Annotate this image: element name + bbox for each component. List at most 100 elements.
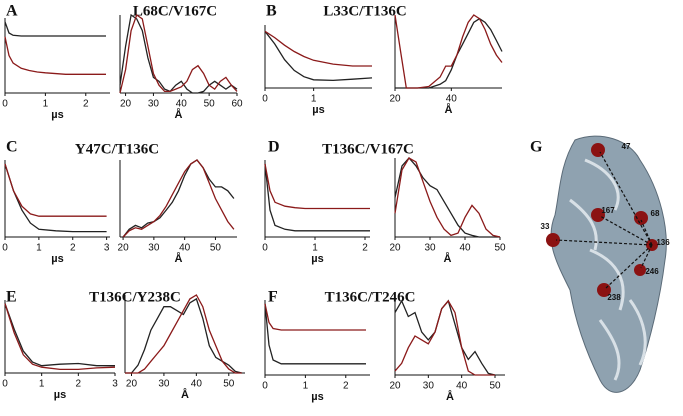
- x-tick-label: 40: [446, 94, 458, 105]
- trace: [4, 163, 107, 217]
- x-tick-label: 0: [2, 379, 8, 390]
- x-tick-label: 3: [104, 243, 110, 254]
- x-tick-label: 1: [303, 381, 309, 392]
- x-axis-label: µs: [312, 104, 324, 116]
- x-tick-label: 0: [262, 243, 268, 254]
- trace: [264, 163, 370, 232]
- x-tick-label: 20: [389, 381, 401, 392]
- x-tick-label: 1: [39, 379, 45, 390]
- x-axis-label: µs: [51, 253, 63, 265]
- panel-title: T136C/T246C: [325, 289, 416, 305]
- x-tick-label: 60: [231, 99, 243, 110]
- x-tick-label: 30: [424, 243, 436, 254]
- distance-arrows: [555, 151, 653, 289]
- residue-label: 33: [541, 222, 550, 231]
- x-tick-label: 0: [2, 243, 8, 254]
- x-tick-label: 40: [456, 381, 468, 392]
- panel-letter: D: [268, 139, 280, 156]
- x-tick-label: 20: [389, 243, 401, 254]
- residue-label: 238: [607, 293, 621, 302]
- x-tick-label: 40: [179, 243, 191, 254]
- residue-label: 167: [601, 206, 615, 215]
- x-tick-label: 2: [343, 381, 349, 392]
- panel-letter: A: [6, 3, 18, 20]
- x-axis-label: Å: [181, 388, 189, 401]
- trace: [394, 299, 495, 376]
- residue-label: 136: [656, 238, 670, 247]
- x-axis-label: Å: [445, 103, 453, 116]
- x-tick-label: 50: [204, 99, 216, 110]
- x-tick-label: 40: [176, 99, 188, 110]
- trace: [264, 30, 373, 82]
- residue-label: 47: [622, 142, 631, 151]
- panel-letter: C: [6, 139, 18, 156]
- x-tick-label: 0: [2, 99, 8, 110]
- x-tick-label: 30: [423, 381, 435, 392]
- x-axis-label: µs: [311, 391, 323, 403]
- protein-ribbon: [550, 135, 667, 393]
- trace: [119, 13, 238, 94]
- trace: [4, 303, 116, 371]
- x-tick-label: 1: [36, 243, 42, 254]
- x-axis-label: µs: [311, 253, 323, 265]
- panel-title: L68C/V167C: [133, 3, 217, 19]
- x-tick-label: 1: [312, 243, 318, 254]
- x-tick-label: 30: [148, 243, 160, 254]
- trace: [394, 157, 500, 238]
- trace: [394, 157, 501, 238]
- x-tick-label: 20: [120, 99, 132, 110]
- trace: [122, 159, 235, 238]
- trace: [4, 163, 107, 233]
- x-tick-label: 50: [489, 381, 501, 392]
- trace: [125, 294, 242, 374]
- x-tick-label: 0: [262, 94, 268, 105]
- x-axis-label: Å: [175, 108, 183, 121]
- x-axis-label: µs: [51, 109, 63, 121]
- trace: [4, 36, 106, 75]
- residue-label: 246: [645, 267, 659, 276]
- trace: [394, 299, 496, 376]
- panel-letter: F: [268, 289, 278, 306]
- x-tick-label: 1: [311, 94, 317, 105]
- trace: [4, 303, 115, 367]
- x-tick-label: 3: [112, 379, 118, 390]
- structure-panel: [546, 135, 667, 393]
- panel-title: Y47C/T136C: [75, 141, 159, 157]
- x-tick-label: 30: [148, 99, 160, 110]
- panel-title: T136C/Y238C: [89, 289, 181, 305]
- x-tick-label: 0: [262, 381, 268, 392]
- x-tick-label: 20: [126, 379, 138, 390]
- trace: [264, 303, 366, 331]
- x-tick-label: 40: [191, 379, 203, 390]
- trace: [4, 21, 106, 37]
- x-tick-label: 1: [43, 99, 49, 110]
- trace: [395, 17, 503, 89]
- x-tick-label: 2: [83, 99, 89, 110]
- trace: [394, 14, 503, 89]
- x-tick-label: 2: [70, 243, 76, 254]
- x-axis-label: Å: [444, 252, 452, 265]
- x-axis-label: Å: [446, 390, 454, 403]
- x-tick-label: 2: [76, 379, 82, 390]
- x-axis-label: µs: [54, 389, 66, 401]
- panel-title: L33C/T136C: [323, 3, 406, 19]
- panel-title: T136C/V167C: [322, 141, 414, 157]
- x-tick-label: 50: [494, 243, 506, 254]
- x-tick-label: 30: [158, 379, 170, 390]
- panel-letter: G: [530, 139, 543, 156]
- panel-letter: E: [6, 289, 17, 306]
- trace: [264, 30, 372, 67]
- trace: [264, 303, 366, 365]
- x-tick-label: 50: [223, 379, 235, 390]
- x-tick-label: 2: [362, 243, 368, 254]
- residue-label: 68: [651, 209, 660, 218]
- x-tick-label: 20: [118, 243, 130, 254]
- x-tick-label: 50: [210, 243, 222, 254]
- x-axis-label: Å: [175, 252, 183, 265]
- trace: [264, 163, 370, 210]
- trace: [119, 13, 238, 94]
- x-tick-label: 20: [389, 94, 401, 105]
- panel-letter: B: [266, 3, 277, 20]
- trace: [122, 159, 235, 238]
